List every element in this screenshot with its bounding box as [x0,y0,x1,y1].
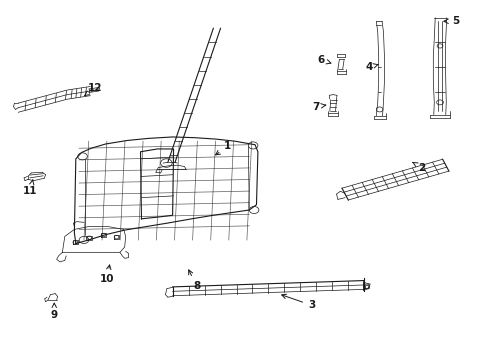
Text: 8: 8 [188,270,200,291]
Text: 2: 2 [412,162,425,173]
Text: 1: 1 [215,141,231,155]
Text: 7: 7 [312,102,325,112]
Text: 10: 10 [100,265,114,284]
Text: 6: 6 [317,55,330,65]
Text: 11: 11 [23,180,38,195]
Text: 12: 12 [84,83,102,95]
Text: 3: 3 [281,294,315,310]
Text: 4: 4 [365,62,378,72]
Text: 9: 9 [51,303,58,320]
Text: 5: 5 [443,16,458,26]
